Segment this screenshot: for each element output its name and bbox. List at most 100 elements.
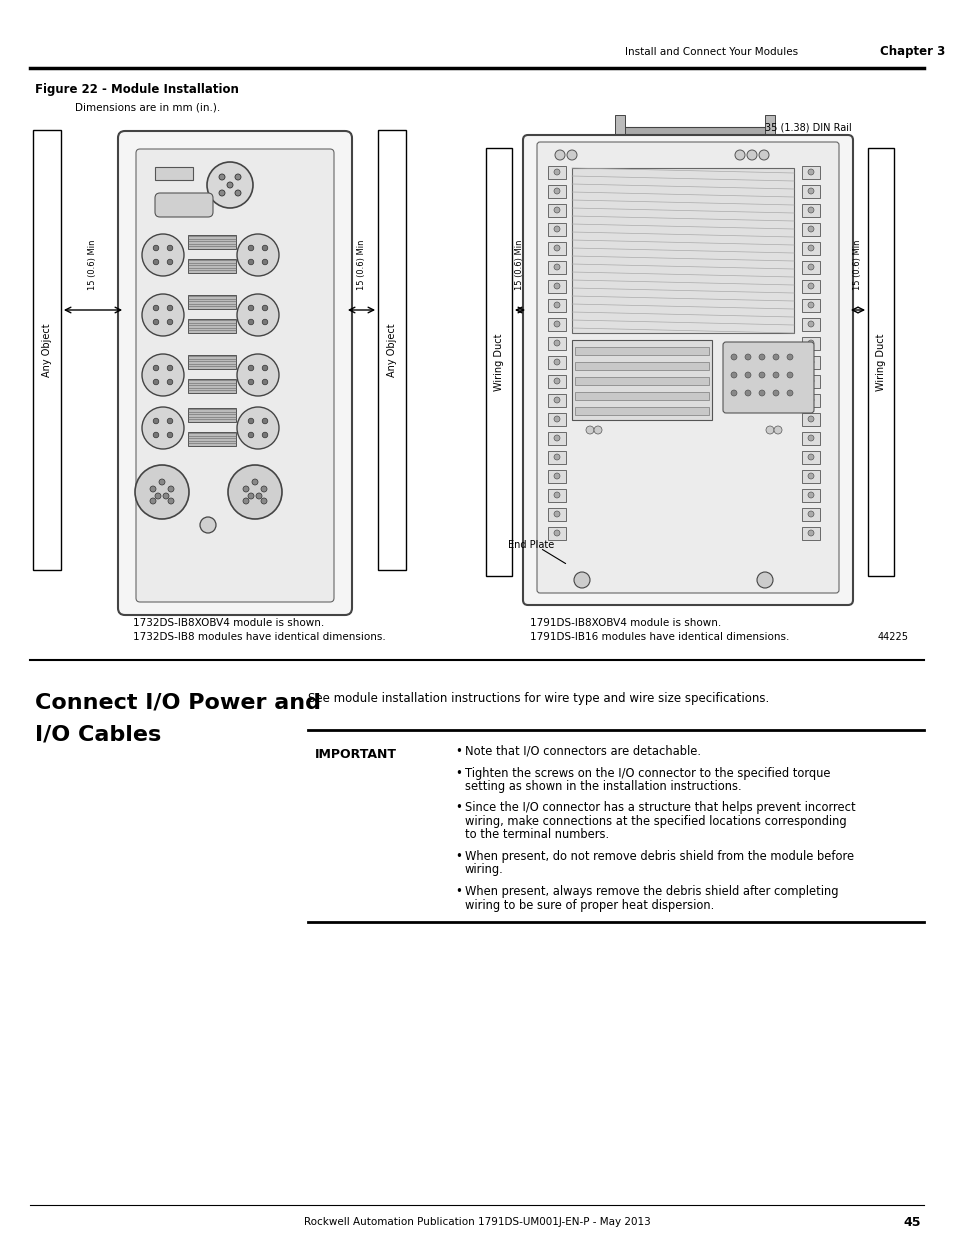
- Circle shape: [167, 246, 172, 251]
- Text: wiring to be sure of proper heat dispersion.: wiring to be sure of proper heat dispers…: [464, 899, 714, 911]
- Circle shape: [262, 246, 268, 251]
- Circle shape: [744, 390, 750, 396]
- Text: wiring, make connections at the specified locations corresponding: wiring, make connections at the specifie…: [464, 815, 845, 827]
- Text: 15 (0.6) Min: 15 (0.6) Min: [89, 240, 97, 290]
- Bar: [188, 432, 235, 446]
- Bar: [801, 299, 820, 312]
- Bar: [801, 185, 820, 198]
- Bar: [801, 527, 820, 540]
- Bar: [188, 379, 235, 393]
- Circle shape: [207, 162, 253, 207]
- Circle shape: [150, 487, 156, 492]
- Bar: [619, 127, 769, 135]
- Text: 15 (0.6) Min: 15 (0.6) Min: [853, 240, 862, 290]
- Circle shape: [554, 226, 559, 232]
- Circle shape: [734, 149, 744, 161]
- Circle shape: [759, 390, 764, 396]
- Circle shape: [759, 372, 764, 378]
- Bar: [801, 204, 820, 217]
- Circle shape: [757, 572, 772, 588]
- Text: Tighten the screws on the I/O connector to the specified torque: Tighten the screws on the I/O connector …: [464, 767, 830, 779]
- Circle shape: [585, 426, 594, 433]
- Circle shape: [248, 366, 253, 370]
- Circle shape: [807, 264, 813, 270]
- Text: I/O Cables: I/O Cables: [35, 725, 161, 745]
- Bar: [547, 394, 565, 408]
- Circle shape: [153, 432, 158, 437]
- Bar: [33, 130, 61, 571]
- Text: 15 (0.6) Min: 15 (0.6) Min: [515, 240, 524, 290]
- Circle shape: [248, 259, 253, 264]
- Circle shape: [142, 354, 184, 396]
- Circle shape: [554, 359, 559, 366]
- Bar: [547, 508, 565, 521]
- Circle shape: [243, 487, 249, 492]
- Circle shape: [594, 426, 601, 433]
- Text: Dimensions are in mm (in.).: Dimensions are in mm (in.).: [75, 103, 220, 112]
- Bar: [547, 242, 565, 254]
- Bar: [188, 295, 235, 309]
- Bar: [547, 261, 565, 274]
- Circle shape: [168, 498, 173, 504]
- Circle shape: [807, 416, 813, 422]
- Circle shape: [236, 233, 278, 275]
- Text: •: •: [455, 802, 461, 815]
- Bar: [485, 148, 512, 576]
- Circle shape: [744, 354, 750, 359]
- Circle shape: [807, 226, 813, 232]
- Bar: [188, 408, 235, 422]
- Circle shape: [746, 149, 757, 161]
- Text: Wiring Duct: Wiring Duct: [875, 333, 885, 390]
- Circle shape: [554, 303, 559, 308]
- Circle shape: [234, 174, 241, 180]
- Circle shape: [554, 283, 559, 289]
- Circle shape: [807, 511, 813, 517]
- Text: Wiring Duct: Wiring Duct: [494, 333, 503, 390]
- Circle shape: [772, 354, 779, 359]
- Bar: [547, 224, 565, 236]
- Text: •: •: [455, 745, 461, 758]
- Circle shape: [167, 432, 172, 437]
- Circle shape: [248, 379, 253, 385]
- Circle shape: [261, 498, 267, 504]
- Circle shape: [772, 390, 779, 396]
- Circle shape: [554, 245, 559, 251]
- Circle shape: [261, 487, 267, 492]
- Text: 44225: 44225: [877, 632, 908, 642]
- Circle shape: [554, 435, 559, 441]
- Bar: [547, 337, 565, 350]
- Text: IMPORTANT: IMPORTANT: [314, 748, 396, 761]
- Text: 15 (0.6) Min: 15 (0.6) Min: [357, 240, 366, 290]
- Circle shape: [730, 354, 737, 359]
- Text: Rockwell Automation Publication 1791DS-UM001J-EN-P - May 2013: Rockwell Automation Publication 1791DS-U…: [303, 1216, 650, 1228]
- Circle shape: [554, 492, 559, 498]
- Circle shape: [807, 169, 813, 175]
- Circle shape: [807, 454, 813, 459]
- Circle shape: [554, 207, 559, 212]
- Bar: [547, 527, 565, 540]
- Text: When present, do not remove debris shield from the module before: When present, do not remove debris shiel…: [464, 850, 853, 863]
- Bar: [801, 508, 820, 521]
- Bar: [615, 115, 624, 140]
- Text: •: •: [455, 767, 461, 779]
- FancyBboxPatch shape: [136, 149, 334, 601]
- Bar: [801, 337, 820, 350]
- Bar: [154, 167, 193, 180]
- Bar: [547, 204, 565, 217]
- Circle shape: [163, 493, 169, 499]
- Bar: [547, 432, 565, 445]
- Text: to the terminal numbers.: to the terminal numbers.: [464, 829, 608, 841]
- Circle shape: [248, 419, 253, 424]
- Bar: [801, 224, 820, 236]
- Circle shape: [150, 498, 156, 504]
- Circle shape: [773, 426, 781, 433]
- Circle shape: [167, 379, 172, 385]
- Circle shape: [554, 396, 559, 403]
- Circle shape: [772, 372, 779, 378]
- Bar: [575, 377, 708, 385]
- Bar: [801, 375, 820, 388]
- Circle shape: [807, 321, 813, 327]
- Circle shape: [730, 372, 737, 378]
- Circle shape: [807, 396, 813, 403]
- Circle shape: [554, 321, 559, 327]
